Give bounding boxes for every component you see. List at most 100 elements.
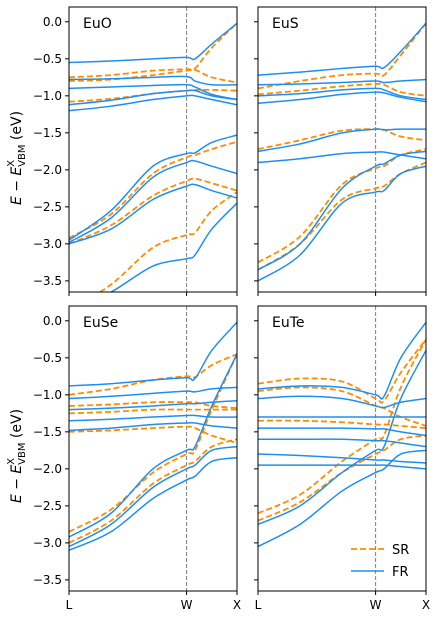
panel-title: EuSe (83, 315, 118, 331)
band-line-fr-12 (258, 350, 426, 526)
legend-label-fr: FR (392, 565, 409, 580)
x-tick-label: W (370, 598, 382, 612)
ylabel-unit: (eV) (9, 111, 25, 145)
band-line-fr-7 (69, 75, 237, 86)
panel-euo: 0.0 −0.5 −1.0 −1.5 −2.0 −2.5 −3.0 −3.5 EuO (33, 6, 238, 296)
y-tick-label: −3.5 (33, 274, 62, 288)
band-line-fr-9 (69, 89, 237, 106)
band-line-fr-12 (69, 159, 237, 244)
panels: 0.0 −0.5 −1.0 −1.5 −2.0 −2.5 −3.0 −3.5 EuO EuS 0.0… (33, 6, 430, 612)
band-line-fr-10 (258, 453, 426, 464)
band-line-fr-5 (258, 321, 426, 400)
panel-euse: 0.0 −0.5 −1.0 −1.5 −2.0 −2.5 −3.0 −3.5 L W X EuSe (33, 305, 241, 612)
band-line-sr-4 (258, 161, 426, 271)
x-tick-label: X (233, 598, 241, 612)
band-line-fr-8 (69, 400, 237, 411)
band-line-fr-9 (69, 414, 237, 422)
series-group (69, 321, 237, 551)
ylabel-sub: VBM (17, 443, 28, 465)
band-line-sr-0 (258, 338, 426, 404)
band-line-sr-0 (258, 22, 426, 90)
band-line-fr-6 (69, 321, 237, 387)
band-line-sr-1 (69, 68, 237, 84)
axes-frame (257, 6, 427, 293)
y-tick-label: −1.5 (33, 126, 62, 140)
band-line-fr-5 (258, 22, 426, 76)
band-line-fr-8 (258, 91, 426, 104)
band-line-fr-13 (258, 449, 426, 548)
band-line-fr-6 (258, 78, 426, 86)
band-line-fr-12 (258, 165, 426, 282)
band-line-fr-11 (258, 464, 426, 470)
band-line-fr-10 (69, 94, 237, 112)
band-line-sr-1 (69, 401, 237, 410)
y-tick-label: −2.0 (33, 163, 62, 177)
panel-eute: L W X EuTe (254, 305, 430, 612)
x-tick-label: L (66, 598, 73, 612)
ylabel-unit: (eV) (9, 409, 25, 443)
x-tick-label: L (255, 598, 262, 612)
y-tick-label: −1.0 (33, 89, 62, 103)
band-line-fr-11 (69, 353, 237, 538)
band-line-sr-5 (98, 191, 237, 292)
axes-frame (68, 6, 238, 293)
x-tick-label: W (181, 598, 193, 612)
band-line-sr-2 (69, 408, 237, 415)
band-line-sr-3 (258, 338, 426, 515)
band-line-fr-14 (109, 202, 237, 292)
panel-title: EuS (272, 16, 299, 32)
y-axis-label-bottom: E − EXVBM (eV) (6, 409, 28, 503)
band-line-sr-3 (69, 140, 237, 239)
y-tick-label: 0.0 (43, 15, 62, 29)
series-group (69, 22, 237, 292)
band-line-sr-4 (69, 353, 237, 533)
y-tick-label: −3.5 (33, 573, 62, 587)
band-line-fr-9 (258, 438, 426, 448)
band-line-sr-0 (69, 353, 237, 396)
y-tick-label: −3.0 (33, 536, 62, 550)
band-line-fr-9 (258, 128, 426, 153)
series-group (258, 22, 426, 282)
y-axis-label-top: E − EXVBM (eV) (6, 111, 28, 205)
band-line-fr-6 (258, 395, 426, 409)
band-line-fr-10 (69, 421, 237, 432)
band-line-sr-0 (69, 22, 237, 79)
band-line-sr-1 (258, 82, 426, 97)
band-line-fr-7 (69, 386, 237, 400)
band-line-sr-1 (258, 386, 426, 427)
y-tick-label: −2.5 (33, 499, 62, 513)
y-tick-label: 0.0 (43, 314, 62, 328)
ylabel-main: E − E (9, 465, 25, 503)
ylabel-main: E − E (9, 167, 25, 205)
y-tick-label: −3.0 (33, 237, 62, 251)
band-line-sr-3 (258, 148, 426, 264)
ylabel-sub: VBM (17, 145, 28, 167)
band-line-fr-8 (69, 83, 237, 101)
band-line-fr-10 (258, 151, 426, 164)
band-line-fr-6 (69, 22, 237, 64)
band-line-fr-8 (258, 427, 426, 437)
panel-title: EuTe (272, 315, 305, 331)
series-group (258, 321, 426, 548)
band-line-fr-11 (69, 134, 237, 241)
band-line-fr-11 (258, 150, 426, 271)
y-tick-label: −1.5 (33, 425, 62, 439)
panel-eus: EuS (254, 6, 427, 296)
legend-label-sr: SR (392, 543, 409, 558)
axes-frame (257, 305, 427, 592)
band-line-fr-13 (69, 183, 237, 245)
y-tick-label: −1.0 (33, 388, 62, 402)
y-tick-label: −0.5 (33, 351, 62, 365)
band-line-fr-7 (258, 87, 426, 101)
band-line-sr-4 (258, 434, 426, 522)
band-line-fr-12 (69, 445, 237, 548)
band-line-sr-2 (258, 419, 426, 430)
band-line-sr-2 (258, 128, 426, 151)
y-tick-label: −0.5 (33, 52, 62, 66)
x-tick-label: X (422, 598, 430, 612)
band-line-sr-4 (69, 177, 237, 245)
ylabel-sup: X (6, 160, 17, 167)
ylabel-sup: X (6, 458, 17, 465)
band-line-fr-13 (69, 457, 237, 551)
